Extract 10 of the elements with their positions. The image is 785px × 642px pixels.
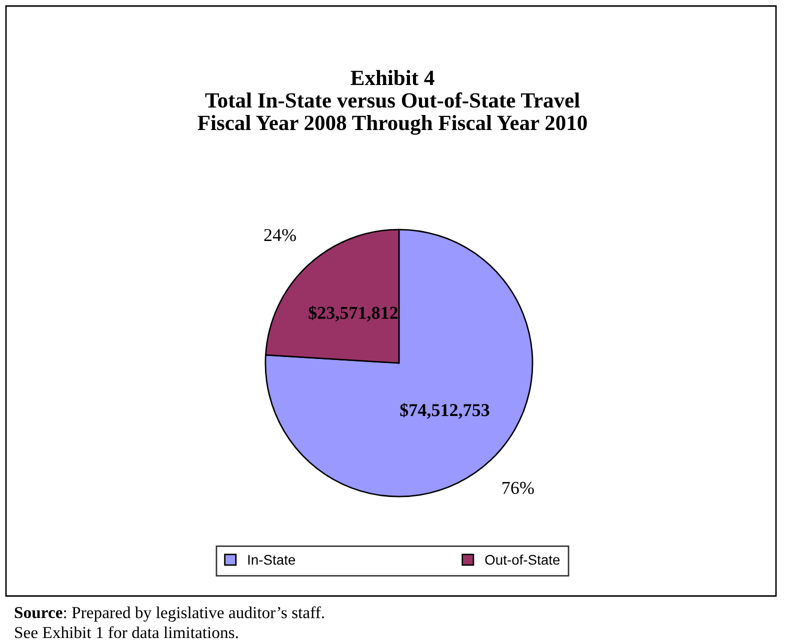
data-label: $23,571,812 (308, 306, 398, 322)
data-label: $74,512,753 (400, 402, 490, 419)
chart-title: Exhibit 4 Total In-State versus Out-of-State Travel Fiscal Year 2008 Through Fiscal Year 2010 (198, 70, 587, 135)
text: 24% (264, 228, 296, 242)
pie-slice (264, 228, 534, 498)
legend-label: Out-of-State (485, 554, 560, 565)
text: See Exhibit 1 for data limitations. (15, 626, 238, 638)
text: 76% (502, 482, 534, 494)
legend-label: In-State (248, 554, 296, 565)
source-note: Source: Prepared by legislative auditor’s staff. (14, 606, 324, 622)
